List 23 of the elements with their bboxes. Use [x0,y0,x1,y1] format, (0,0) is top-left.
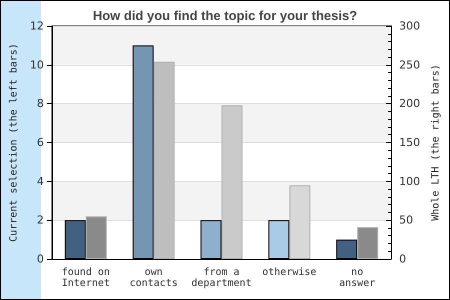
y-tick-label: 12 [30,20,44,32]
bar [222,105,242,259]
chart-title: How did you find the topic for your thesis? [92,8,358,23]
y-tick-label: 0 [36,252,44,266]
y-tick-label: 2 [36,214,44,227]
y2-tick-label: 0 [399,252,406,266]
y2-tick-label: 150 [399,136,420,149]
y-tick-label: 4 [36,174,44,188]
x-tick-label: otherwise [262,267,316,278]
y2-tick-label: 50 [399,214,414,227]
y2-axis-title: Whole LTH (the right bars) [430,64,442,221]
y2-tick-label: 300 [399,20,420,32]
y-tick-label: 8 [36,97,44,110]
y-tick-label: 10 [30,58,44,72]
x-tick-label: from a department [191,267,252,289]
y2-tick-label: 250 [399,58,420,72]
x-tick-label: found on Internet [62,267,110,289]
x-tick-label: no answer [339,267,376,289]
x-tick-label: own contacts [130,267,178,289]
y-axis-title: Current selection (the left bars) [8,43,20,242]
y2-tick-label: 100 [399,174,420,188]
y2-tick-label: 200 [399,97,420,110]
y-tick-label: 6 [36,136,44,149]
